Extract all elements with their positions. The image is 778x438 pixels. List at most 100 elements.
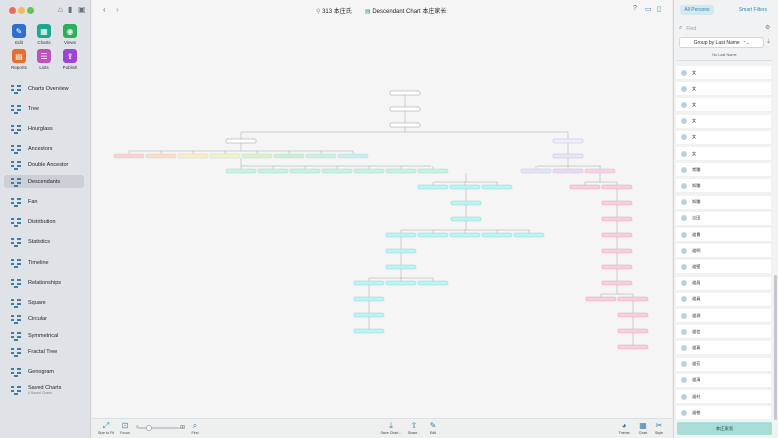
forward-icon[interactable]: › — [116, 5, 119, 14]
person-card[interactable] — [273, 153, 305, 159]
inspector-toggle-icon[interactable]: ▯ — [657, 6, 661, 13]
person-list-item[interactable]: 道信 — [676, 325, 771, 340]
person-list-item[interactable]: 女 — [676, 98, 771, 113]
person-card[interactable] — [552, 168, 584, 174]
person-card[interactable] — [601, 200, 633, 206]
person-card[interactable] — [385, 248, 417, 254]
sidebar-item-statistics[interactable]: Statistics — [4, 235, 84, 248]
person-card[interactable] — [617, 312, 649, 318]
toolbar-reports-button[interactable]: ▤ Reports — [7, 49, 31, 70]
toolbar-edit-button[interactable]: ✎ Edit — [7, 24, 31, 45]
person-list-item[interactable]: 道源 — [676, 309, 771, 323]
sidebar-item-hourglass[interactable]: Hourglass — [4, 122, 84, 135]
person-card[interactable] — [450, 216, 482, 222]
person-card[interactable] — [569, 184, 601, 190]
sidebar-item-charts-overview[interactable]: Charts Overview — [4, 82, 84, 95]
toolbar-lists-button[interactable]: ☰ Lists — [32, 49, 56, 70]
sidebar-item-fractal-tree[interactable]: Fractal Tree — [4, 345, 84, 358]
selected-person-footer[interactable]: 本庄家長 — [677, 422, 772, 435]
group-by-select[interactable]: Group by Last Name ⌃⌄ — [679, 37, 764, 48]
person-indicator[interactable]: ⚲ 313 本庄氏 — [316, 6, 352, 15]
share-button[interactable]: ⇧ Share... — [401, 421, 427, 435]
person-card[interactable] — [353, 296, 385, 302]
toolbar-views-button[interactable]: ◉ Views — [58, 24, 82, 45]
bookmark-icon[interactable]: ▮ — [68, 5, 73, 14]
edit-button[interactable]: ✎ Edit — [420, 421, 446, 435]
person-card[interactable] — [617, 328, 649, 334]
find-button[interactable]: ⌕ Find — [182, 421, 208, 435]
sort-icon[interactable]: ⇣ — [766, 39, 772, 45]
toolbar-publish-button[interactable]: ⇪ Publish — [58, 49, 82, 70]
person-card[interactable] — [585, 296, 617, 302]
person-list-item[interactable]: 女 — [676, 114, 771, 129]
sidebar-item-tree[interactable]: Tree — [4, 102, 84, 115]
person-card[interactable] — [617, 296, 649, 302]
person-card[interactable] — [389, 90, 421, 96]
person-card[interactable] — [145, 153, 177, 159]
person-card[interactable] — [601, 184, 633, 190]
person-card[interactable] — [385, 264, 417, 270]
zoom-slider-knob[interactable] — [146, 425, 152, 431]
chart-button[interactable]: ▦ Chart — [630, 421, 656, 435]
person-list-item[interactable]: 道徳 — [676, 406, 771, 421]
person-list-item[interactable]: 女 — [676, 130, 771, 145]
person-card[interactable] — [209, 153, 241, 159]
gear-icon[interactable]: ⚙ — [765, 25, 771, 31]
person-list-item[interactable]: 道昌 — [676, 276, 771, 291]
sidebar-item-relationships[interactable]: Relationships — [4, 276, 84, 289]
person-list-item[interactable]: 道員 — [676, 292, 771, 307]
sidebar-toggle-icon[interactable]: ▣ — [78, 5, 86, 14]
close-window-button[interactable] — [9, 7, 16, 14]
person-card[interactable] — [552, 138, 584, 144]
zoom-in-icon[interactable]: ⊞ — [180, 425, 186, 431]
sidebar-item-ancestors[interactable]: Ancestors — [4, 142, 84, 155]
chart-canvas[interactable]: ‹ › ⚲ 313 本庄氏 ▤ Descendant Chart 本庄家长 ? … — [92, 0, 672, 438]
person-card[interactable] — [601, 216, 633, 222]
person-card[interactable] — [417, 232, 449, 238]
person-card[interactable] — [417, 280, 449, 286]
person-card[interactable] — [601, 280, 633, 286]
person-list-item[interactable]: 道清 — [676, 373, 771, 388]
person-card[interactable] — [353, 168, 385, 174]
tag-icon[interactable]: ⌂ — [58, 5, 63, 14]
person-list-item[interactable]: 道村 — [676, 390, 771, 404]
back-icon[interactable]: ‹ — [103, 5, 106, 14]
person-card[interactable] — [481, 232, 513, 238]
sidebar-item-square[interactable]: Square — [4, 296, 84, 309]
sidebar-item-distribution[interactable]: Distribution — [4, 215, 84, 228]
person-card[interactable] — [601, 232, 633, 238]
person-card[interactable] — [385, 168, 417, 174]
person-card[interactable] — [385, 232, 417, 238]
person-card[interactable] — [321, 168, 353, 174]
tab-smart-filters[interactable]: Smart Filters — [738, 7, 768, 13]
person-list-item[interactable]: 知騰 — [676, 179, 771, 194]
sidebar-item-fan[interactable]: Fan — [4, 195, 84, 208]
focus-button[interactable]: ⊡ Focus — [112, 421, 138, 435]
style-button[interactable]: ✂ Style — [646, 421, 672, 435]
person-card[interactable] — [417, 168, 449, 174]
person-card[interactable] — [513, 232, 545, 238]
person-card[interactable] — [241, 153, 273, 159]
sidebar-item-saved-charts[interactable]: Saved Charts 0 Saved Charts — [4, 383, 84, 396]
theme-button[interactable]: ◕ Theme — [611, 421, 637, 435]
zoom-out-icon[interactable]: ⌕ — [136, 424, 139, 430]
person-card[interactable] — [520, 168, 552, 174]
toolbar-charts-button[interactable]: ▦ Charts — [32, 24, 56, 45]
help-icon[interactable]: ? — [633, 5, 637, 12]
person-card[interactable] — [617, 344, 649, 350]
person-card[interactable] — [450, 200, 482, 206]
tab-all-persons[interactable]: All Persons — [680, 5, 714, 15]
sidebar-item-genogram[interactable]: Genogram — [4, 365, 84, 378]
person-list-item[interactable]: 女 — [676, 82, 771, 97]
search-input[interactable]: Find — [686, 25, 697, 32]
person-card[interactable] — [389, 106, 421, 112]
size-to-fit-button[interactable]: ⤢ Size to Fit — [93, 421, 119, 435]
search-field[interactable]: ⌕ Find — [679, 23, 767, 34]
person-card[interactable] — [417, 184, 449, 190]
layout-icon[interactable]: ▭ — [645, 6, 652, 13]
person-card[interactable] — [225, 138, 257, 144]
zoom-window-button[interactable] — [27, 7, 34, 14]
person-card[interactable] — [584, 168, 616, 174]
person-card[interactable] — [225, 168, 257, 174]
person-card[interactable] — [177, 153, 209, 159]
